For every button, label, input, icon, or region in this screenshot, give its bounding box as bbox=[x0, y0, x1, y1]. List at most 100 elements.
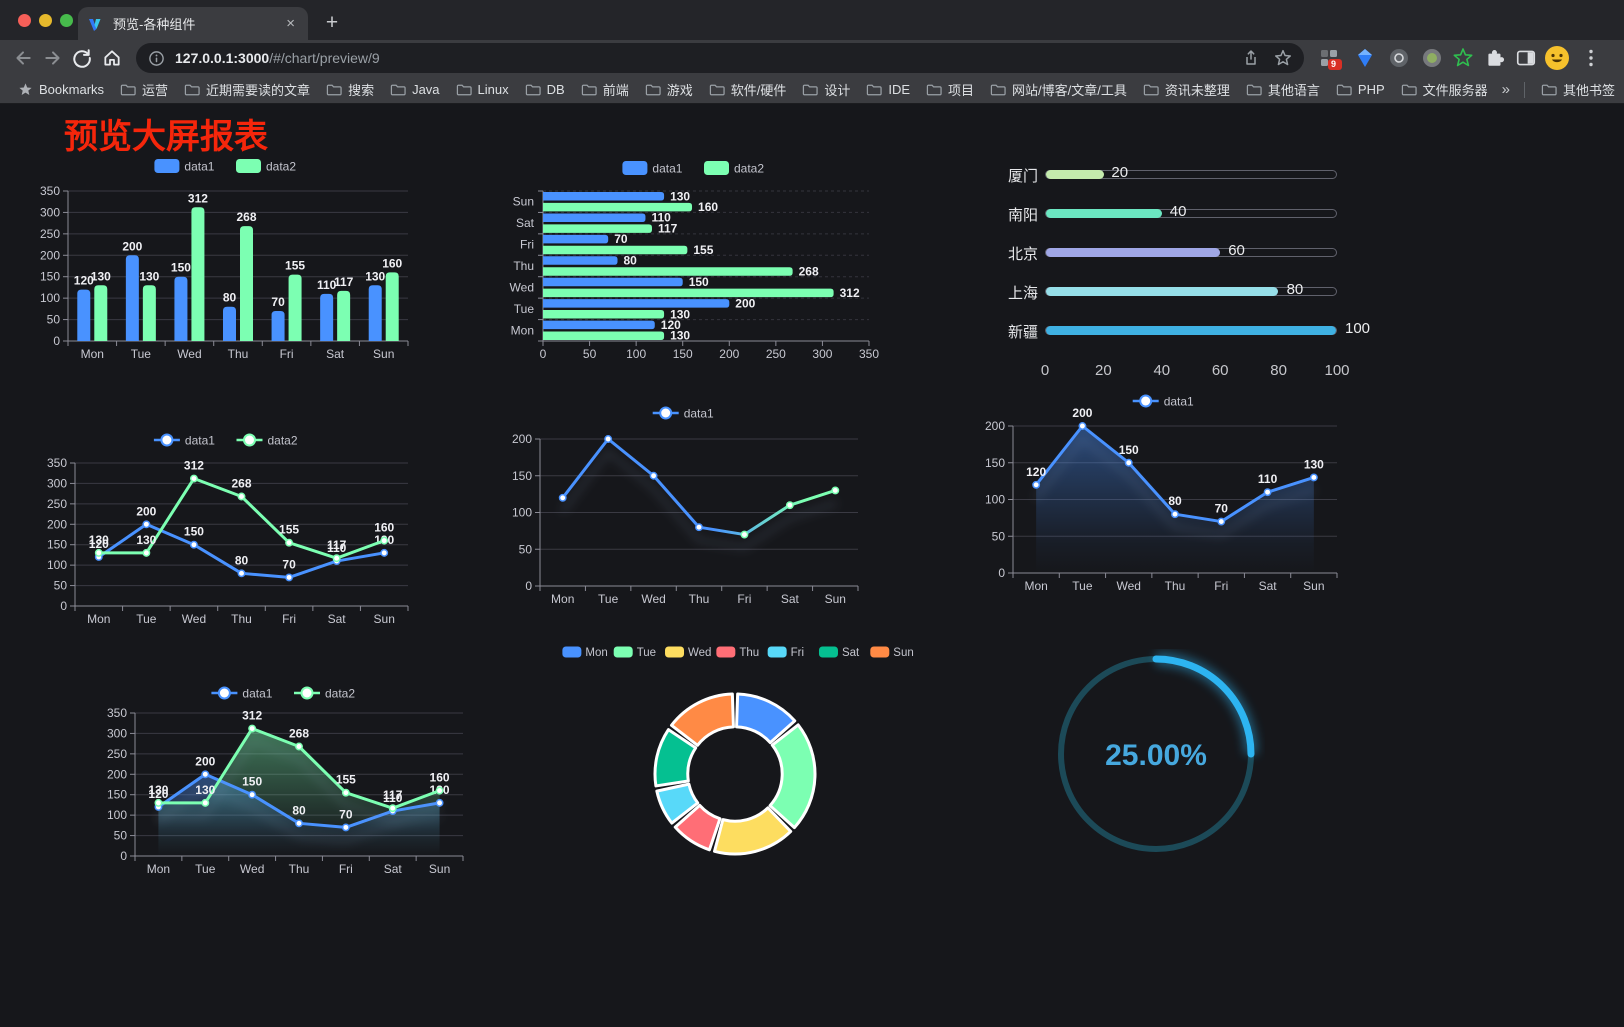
new-tab-button[interactable]: + bbox=[325, 11, 339, 34]
data-point bbox=[558, 493, 567, 502]
bookmark-folder[interactable]: 游戏 bbox=[637, 77, 701, 102]
other-bookmarks[interactable]: 其他书签 bbox=[1533, 77, 1623, 102]
chart-horizontal-bar[interactable]: data1 data2 0 50 100 150 200 250 300 350 Mon Tue Wed… bbox=[505, 154, 885, 369]
extension-green-star-icon[interactable] bbox=[1452, 47, 1474, 69]
bookmark-folder[interactable]: 资讯未整理 bbox=[1135, 77, 1238, 102]
browser-titlebar: 预览-各种组件 × + bbox=[0, 0, 1624, 40]
reload-icon[interactable] bbox=[72, 48, 92, 68]
forward-icon[interactable] bbox=[43, 48, 63, 68]
svg-text:100: 100 bbox=[47, 558, 67, 572]
tab-close-icon[interactable]: × bbox=[286, 15, 295, 32]
window-close-button[interactable] bbox=[18, 14, 31, 27]
svg-text:Tue: Tue bbox=[1072, 579, 1093, 593]
bookmark-folder-label: 运营 bbox=[142, 83, 169, 98]
svg-text:Wed: Wed bbox=[510, 280, 534, 294]
bar bbox=[543, 267, 793, 276]
svg-text:Thu: Thu bbox=[289, 862, 310, 876]
bookmark-folder[interactable]: 前端 bbox=[573, 77, 637, 102]
bookmark-folder[interactable]: 运营 bbox=[112, 77, 176, 102]
svg-text:120: 120 bbox=[661, 318, 681, 332]
data-point bbox=[248, 724, 257, 733]
menu-dots-icon[interactable] bbox=[1580, 47, 1602, 69]
svg-text:160: 160 bbox=[698, 200, 718, 214]
site-info-icon[interactable] bbox=[148, 50, 165, 67]
pie-slice bbox=[653, 728, 698, 788]
bookmark-folder[interactable]: IDE bbox=[858, 79, 918, 100]
svg-text:Sun: Sun bbox=[893, 647, 913, 659]
svg-text:70: 70 bbox=[1215, 502, 1229, 516]
extension-green-dot-icon[interactable] bbox=[1421, 47, 1443, 69]
bar bbox=[543, 256, 618, 265]
svg-text:300: 300 bbox=[40, 205, 60, 219]
progress-label: 厦门 bbox=[1007, 168, 1038, 185]
svg-text:Sat: Sat bbox=[781, 592, 800, 606]
bookmark-folder[interactable]: 项目 bbox=[918, 77, 982, 102]
data-point bbox=[94, 548, 103, 557]
bookmark-folder[interactable]: DB bbox=[517, 79, 573, 100]
svg-text:0: 0 bbox=[998, 566, 1005, 580]
svg-text:data2: data2 bbox=[325, 686, 355, 700]
extensions-puzzle-icon[interactable] bbox=[1484, 47, 1506, 69]
bookmarks-overflow-chevron[interactable]: » bbox=[1501, 81, 1511, 98]
bookmark-folder[interactable]: PHP bbox=[1328, 79, 1393, 100]
chart-donut[interactable]: Mon Tue Wed Thu Fri Sat Sun bbox=[550, 639, 925, 874]
progress-row: 南阳 40 bbox=[1000, 203, 1370, 225]
chart-progress-bars[interactable]: 厦门 20 南阳 40 北京 60 上海 80 新疆 100 0 20 40 60 80 100 bbox=[1000, 162, 1370, 392]
window-zoom-button[interactable] bbox=[60, 14, 73, 27]
bookmark-folder[interactable]: 其他语言 bbox=[1238, 77, 1328, 102]
chart-line-area-two[interactable]: data1 data2 0 50 100 150 200 250 300 350 Mon Tue Wed… bbox=[100, 679, 470, 894]
svg-text:Mon: Mon bbox=[585, 647, 607, 659]
bookmark-folder[interactable]: 搜索 bbox=[318, 77, 382, 102]
svg-text:110: 110 bbox=[383, 791, 403, 805]
bar bbox=[240, 226, 253, 341]
browser-tab[interactable]: 预览-各种组件 × bbox=[78, 7, 308, 40]
profile-avatar[interactable] bbox=[1544, 45, 1570, 71]
svg-text:data1: data1 bbox=[184, 159, 214, 173]
chart-gauge[interactable]: 25.00% bbox=[1050, 649, 1265, 864]
svg-text:110: 110 bbox=[327, 541, 347, 555]
data-point bbox=[201, 770, 210, 779]
data-point bbox=[154, 798, 163, 807]
svg-text:150: 150 bbox=[184, 525, 204, 539]
svg-text:Fri: Fri bbox=[737, 592, 751, 606]
svg-text:Thu: Thu bbox=[228, 347, 249, 361]
svg-text:350: 350 bbox=[107, 706, 127, 720]
line-chart-svg: data1 0 50 100 150 200 Mon Tue Wed Thu Fri Sat Sun bbox=[512, 406, 859, 606]
bookmark-folder[interactable]: 设计 bbox=[794, 77, 858, 102]
chart-line-area[interactable]: data1 0 50 100 150 200 Mon Tue Wed Thu Fri Sat Sun 12… bbox=[985, 387, 1345, 599]
chart-line-gradient[interactable]: data1 0 50 100 150 200 Mon Tue Wed Thu Fri Sat Sun bbox=[505, 399, 865, 611]
legend: Mon Tue Wed Thu Fri Sat Sun bbox=[562, 646, 914, 659]
bar bbox=[368, 285, 382, 341]
svg-text:160: 160 bbox=[382, 256, 402, 270]
window-minimize-button[interactable] bbox=[39, 14, 52, 27]
folder-icon bbox=[120, 84, 136, 95]
bookmark-folder[interactable]: Linux bbox=[448, 79, 517, 100]
svg-text:130: 130 bbox=[136, 533, 156, 547]
bookmark-folder[interactable]: 近期需要读的文章 bbox=[176, 77, 318, 102]
sidebar-toggle-icon[interactable] bbox=[1515, 47, 1537, 69]
bookmarks-root[interactable]: Bookmarks bbox=[10, 79, 112, 100]
data-point bbox=[695, 523, 703, 532]
extension-command-icon[interactable] bbox=[1388, 47, 1410, 69]
home-icon[interactable] bbox=[102, 48, 122, 68]
extension-gem-icon[interactable] bbox=[1354, 47, 1376, 69]
bookmark-folder[interactable]: 文件服务器 bbox=[1393, 77, 1496, 102]
svg-text:110: 110 bbox=[651, 211, 671, 225]
svg-text:150: 150 bbox=[689, 275, 709, 289]
svg-text:130: 130 bbox=[670, 329, 690, 343]
share-icon[interactable] bbox=[1242, 49, 1260, 67]
extension-blocks-icon[interactable]: 9 bbox=[1318, 47, 1342, 70]
svg-text:120: 120 bbox=[1026, 465, 1046, 479]
bookmark-star-icon[interactable] bbox=[1274, 49, 1292, 67]
back-icon[interactable] bbox=[13, 48, 33, 68]
bookmark-folder[interactable]: Java bbox=[382, 79, 447, 100]
bookmark-folder[interactable]: 网站/博客/文章/工具 bbox=[982, 77, 1135, 102]
axis-tick-label: 60 bbox=[1211, 362, 1229, 379]
chart-line-two-series[interactable]: data1 data2 0 50 100 150 200 250 300 350 Mon Tue Wed… bbox=[40, 426, 415, 638]
data-point bbox=[604, 435, 613, 443]
bookmark-folder[interactable]: 软件/硬件 bbox=[701, 77, 795, 102]
pie-slice bbox=[712, 806, 793, 856]
chart-grouped-bar[interactable]: data1 data2 0 50 100 150 200 250 300 350 Mon Tue Wed… bbox=[38, 152, 416, 364]
svg-text:150: 150 bbox=[242, 775, 262, 789]
address-bar[interactable]: 127.0.0.1:3000/#/chart/preview/9 bbox=[136, 43, 1304, 73]
